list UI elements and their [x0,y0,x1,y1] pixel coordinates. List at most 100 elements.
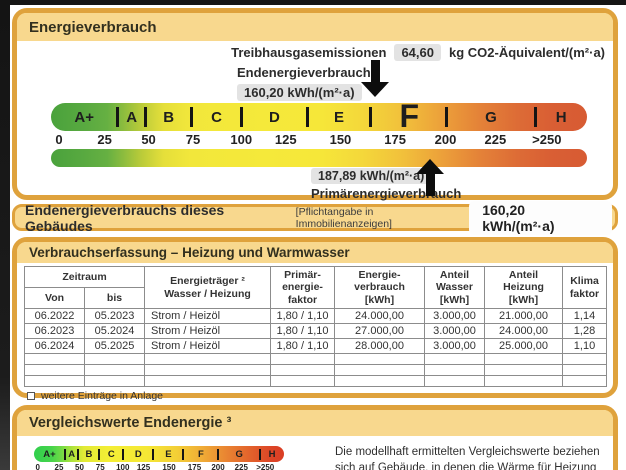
scale-tick: 175 [384,132,406,147]
section-title: Vergleichswerte Endenergie ³ [29,415,232,431]
scale-segment-g: G [217,446,261,462]
section-vergleichswerte: Vergleichswerte Endenergie ³ A+ A B C D … [12,405,618,470]
cell-primaerfaktor: 1,80 / 1,10 [270,338,335,355]
cell-energietraeger: Strom / Heizöl [144,323,271,340]
scale-segment-f: F [181,446,218,462]
scale-segment-f-rating: F [369,98,447,135]
section-pflichtangabe: Endenergieverbrauchs dieses Gebäudes [Pf… [12,200,618,235]
cell-anteil-heizung: 25.000,00 [484,338,563,355]
weitere-eintraege-label: weitere Einträge in Anlage [41,390,163,403]
segment-label: D [134,448,142,460]
weitere-eintraege-row: weitere Einträge in Anlage [27,390,613,402]
segment-label: G [485,108,497,126]
scale-tick: 0 [55,132,63,147]
scale-tick: 100 [116,463,130,470]
pflichtangabe-value: 160,20 kWh/(m²·a) [469,200,612,235]
primaerenergie-marker-arrow-icon [415,159,445,196]
segment-label: C [107,448,115,460]
scale-tick: 225 [234,463,248,470]
treibhausgas-row: Treibhausgasemissionen 64,60 kg CO2-Äqui… [231,44,605,61]
energy-rating-scale: A+ A B C D E F G H [51,98,587,135]
vergleichswerte-text: Die modellhaft ermittelten Vergleichswer… [335,446,600,470]
segment-label: D [269,108,280,126]
section-title: Energieverbrauch [29,18,157,36]
segment-label: C [211,108,223,126]
scale-segment-a-plus: A+ [34,446,65,462]
scale-tick: 100 [230,132,253,147]
scale-tick: 200 [434,132,457,147]
segment-label: F [197,448,204,460]
cell-verbrauch: 27.000,00 [334,323,425,340]
header-anteil-wasser: Anteil Wasser [kWh] [424,265,485,310]
scale-tick: 150 [162,463,176,470]
scale-tick: 175 [187,463,202,470]
scale-tick: 75 [95,463,105,470]
scale-tick: 25 [97,132,112,147]
scale-segment-d: D [240,103,307,131]
section-header-energieverbrauch: Energieverbrauch [17,13,613,41]
scale-tick: 225 [484,132,507,147]
cell-klimafaktor: 1,14 [562,308,607,325]
cell-von: 06.2023 [24,323,85,340]
scale-segment-a-plus: A+ [51,103,117,131]
scale-tick: 75 [185,132,201,147]
treibhausgas-label: Treibhausgasemissionen [231,45,387,60]
arrow-head [416,159,444,174]
cell-klimafaktor: 1,28 [562,323,607,340]
cell-anteil-wasser: 3.000,00 [424,338,485,355]
scale-tick: 125 [136,463,151,470]
table-row: 06.2023 05.2024 Strom / Heizöl 1,80 / 1,… [24,323,607,340]
header-anteil-heizung: Anteil Heizung [kWh] [484,265,563,310]
cell-energietraeger: Strom / Heizöl [144,308,271,325]
left-black-bar [0,0,10,470]
header-zeitraum: Zeitraum [24,265,145,289]
segment-label: G [235,448,243,460]
cell-primaerfaktor: 1,80 / 1,10 [270,323,335,340]
top-black-bar [0,0,626,5]
treibhausgas-unit: kg CO2-Äquivalent/(m²·a) [448,45,605,60]
cell-klimafaktor: 1,10 [562,338,607,355]
segment-label: A+ [43,448,56,460]
table-row-empty [24,375,607,388]
table-row: 06.2022 05.2023 Strom / Heizöl 1,80 / 1,… [24,308,607,325]
pflichtangabe-label: Endenergieverbrauchs dieses Gebäudes [25,201,225,234]
arrow-shaft [425,174,435,196]
table-row-empty [24,364,607,377]
cell-anteil-wasser: 3.000,00 [424,308,485,325]
energy-gradient-bar [51,149,587,167]
segment-label: E [334,108,345,126]
scale-tick: >250 [256,463,275,470]
table-row-empty [24,353,607,366]
endenergie-value: 160,20 kWh/(m²·a) [237,84,362,101]
segment-label: B [163,108,175,126]
section-title: Verbrauchserfassung – Heizung und Warmwa… [29,245,350,260]
vergleichs-scale-zone: A+ A B C D E F G H 0 25 50 75 100 125 15… [34,446,284,470]
cell-von: 06.2022 [24,308,85,325]
scale-tick: 50 [141,132,156,147]
endenergie-marker-arrow-icon [360,60,390,97]
weitere-eintraege-checkbox[interactable] [27,392,35,401]
verbrauch-table: Zeitraum Energieträger ² Wasser / Heizun… [24,265,607,388]
header-energietraeger: Energieträger ² Wasser / Heizung [144,265,271,310]
cell-anteil-wasser: 3.000,00 [424,323,485,340]
scale-segment-b: B [144,103,192,131]
rating-letter: F [399,98,419,135]
primaerenergie-value: 187,89 kWh/(m²·a) [311,168,432,184]
scale-tick: 50 [75,463,84,470]
scale-tick: 150 [329,132,352,147]
cell-bis: 05.2025 [84,338,145,355]
scale-segment-d: D [121,446,154,462]
endenergie-label: Endenergieverbrauch: [237,65,375,80]
scale-tick-row: 0 25 50 75 100 125 150 175 200 225 >250 [51,132,587,147]
treibhausgas-value: 64,60 [394,44,441,61]
scale-tick: 0 [35,463,40,470]
cell-anteil-heizung: 24.000,00 [484,323,563,340]
header-verbrauch: Energie- verbrauch [kWh] [334,265,425,310]
segment-label: B [85,448,93,460]
segment-label: H [555,108,567,126]
section-verbrauchserfassung: Verbrauchserfassung – Heizung und Warmwa… [12,237,618,402]
cell-anteil-heizung: 21.000,00 [484,308,563,325]
primaerenergie-label: Primärenergieverbrauch [311,186,462,201]
scale-segment-c: C [189,103,241,131]
